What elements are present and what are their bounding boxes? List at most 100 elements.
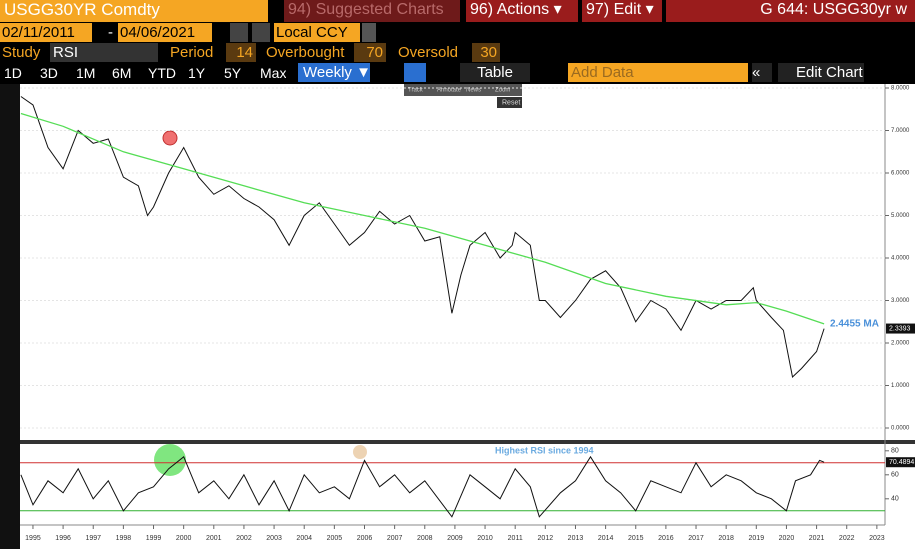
x-tick-label: 2002 — [236, 535, 252, 542]
x-tick-label: 1998 — [116, 535, 132, 542]
mini-tool[interactable]: Annotate — [437, 88, 462, 94]
x-tick-label: 2015 — [628, 535, 644, 542]
end-date[interactable]: 04/06/2021 — [118, 23, 212, 42]
reset-button — [497, 97, 522, 108]
range-button[interactable]: 1D — [4, 65, 22, 81]
x-tick-label: 2011 — [508, 535, 523, 542]
frequency-select[interactable]: Weekly ▼ — [298, 63, 370, 82]
rsi-panel — [20, 444, 915, 549]
x-tick-label: 2005 — [327, 535, 343, 542]
y-tick-label: 3.0000 — [891, 298, 910, 304]
oversold-input[interactable]: 30 — [472, 43, 500, 62]
y-tick-label: 6.0000 — [891, 171, 910, 177]
prev-button[interactable] — [230, 23, 248, 42]
overbought-input[interactable]: 70 — [354, 43, 386, 62]
x-tick-label: 1999 — [146, 535, 162, 542]
series-line — [20, 455, 825, 518]
x-tick-label: 2003 — [266, 535, 282, 542]
add-data-input[interactable]: Add Data — [568, 63, 748, 82]
oversold-label: Oversold — [398, 44, 459, 61]
next-button[interactable] — [252, 23, 270, 42]
suggested-charts[interactable]: 94) Suggested Charts — [284, 0, 460, 22]
ma-label: 2.4455 MA — [830, 319, 879, 330]
range-button[interactable]: 6M — [112, 65, 132, 81]
security-box[interactable]: USGG30YR Comdty — [0, 0, 268, 22]
y-tick-label: 1.0000 — [891, 383, 910, 389]
range-button[interactable]: 5Y — [224, 65, 242, 81]
period-input[interactable]: 14 — [226, 43, 256, 62]
x-tick-label: 2001 — [206, 535, 222, 542]
actions-menu[interactable]: 96) Actions ▾ — [466, 0, 578, 22]
x-tick-label: 2000 — [176, 535, 192, 542]
x-tick-label: 2022 — [839, 535, 855, 542]
study-label: Study — [2, 44, 41, 61]
study-select[interactable]: RSI — [50, 43, 158, 62]
page-code: G 644: USGG30yr w — [666, 0, 915, 22]
x-tick-label: 2020 — [779, 535, 795, 542]
y-tick-label: 4.0000 — [891, 256, 910, 262]
y-tick-label: 80 — [891, 448, 899, 455]
edit-menu[interactable]: 97) Edit ▾ — [582, 0, 662, 22]
collapse-button[interactable]: « — [752, 63, 772, 82]
side-toolbar — [0, 84, 20, 549]
range-button[interactable]: 1Y — [188, 65, 206, 81]
x-tick-label: 2004 — [296, 535, 312, 542]
table-button[interactable]: Table — [460, 63, 530, 82]
x-tick-label: 1996 — [55, 535, 71, 542]
x-tick-label: 2016 — [658, 535, 674, 542]
x-tick-label: 2013 — [568, 535, 584, 542]
mini-toolbar — [404, 84, 522, 96]
x-tick-label: 2014 — [598, 535, 614, 542]
x-tick-label: 1997 — [85, 535, 101, 542]
y-tick-label: 5.0000 — [891, 213, 910, 219]
edit-chart-button[interactable]: Edit Chart — [778, 63, 864, 82]
x-tick-label: 1995 — [25, 535, 41, 542]
period-label: Period — [170, 44, 214, 61]
currency[interactable]: Local CCY — [274, 23, 360, 42]
date-separator: - — [108, 24, 113, 41]
mini-tool[interactable]: Zoom — [495, 88, 510, 94]
mini-tool[interactable]: News — [466, 88, 481, 94]
rsi-annotation: Highest RSI since 1994 — [495, 445, 594, 455]
currency-dropdown[interactable] — [362, 23, 376, 42]
x-tick-label: 2008 — [417, 535, 433, 542]
last-value-box — [886, 457, 915, 468]
x-tick-label: 2021 — [809, 535, 825, 542]
y-tick-label: 60 — [891, 472, 899, 479]
y-tick-label: 40 — [891, 496, 899, 503]
mini-tool[interactable]: Track — [408, 88, 424, 94]
x-tick-label: 2023 — [869, 535, 885, 542]
x-tick-label: 2012 — [538, 535, 554, 542]
x-tick-label: 2017 — [688, 535, 704, 542]
price-panel — [20, 84, 915, 440]
last-value-label: 70.4894 — [889, 459, 914, 466]
range-button[interactable]: 3D — [40, 65, 58, 81]
x-tick-label: 2018 — [718, 535, 734, 542]
x-tick-label: 2010 — [477, 535, 493, 542]
start-date[interactable]: 02/11/2011 — [0, 23, 92, 42]
x-tick-label: 2019 — [749, 535, 765, 542]
highlight-circle — [162, 130, 178, 146]
series-line — [20, 112, 825, 325]
x-tick-label: 2009 — [447, 535, 463, 542]
overbought-label: Overbought — [266, 44, 345, 61]
y-tick-label: 7.0000 — [891, 128, 910, 134]
series-line — [20, 96, 825, 378]
y-tick-label: 2.0000 — [891, 341, 910, 347]
x-tick-label: 2007 — [387, 535, 403, 542]
range-button[interactable]: Max — [260, 65, 287, 81]
range-button[interactable]: 1M — [76, 65, 96, 81]
last-value-label: 2.3393 — [889, 325, 911, 332]
chart-type-button[interactable] — [404, 63, 426, 82]
last-value-box — [886, 323, 915, 334]
y-tick-label: 8.0000 — [891, 86, 910, 92]
highlight-circle — [353, 445, 367, 459]
panel-divider — [20, 440, 915, 444]
x-tick-label: 2006 — [357, 535, 373, 542]
y-tick-label: 0.0000 — [891, 426, 910, 432]
highlight-circle — [154, 444, 186, 476]
range-button[interactable]: YTD — [148, 65, 176, 81]
reset-label[interactable]: Reset — [502, 99, 520, 106]
